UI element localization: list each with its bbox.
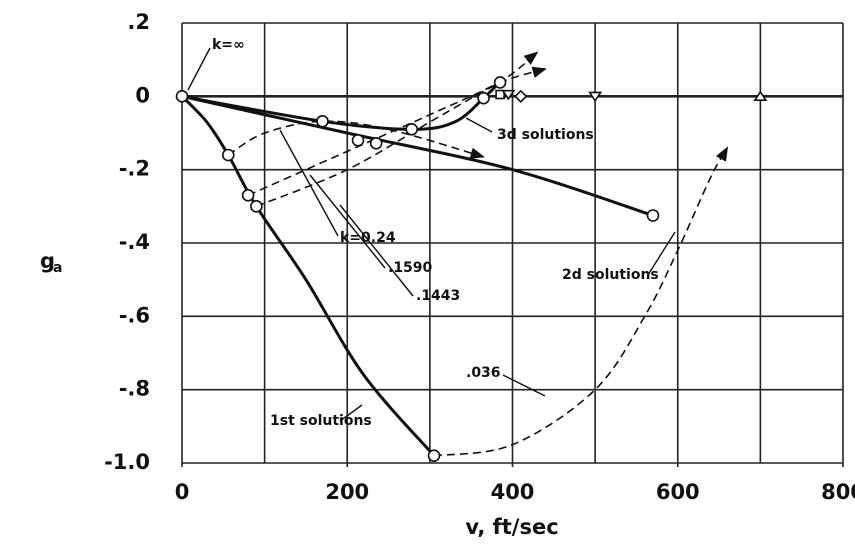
y-tick-label: -.2 <box>119 157 150 181</box>
annotation: 2d solutions <box>562 267 659 283</box>
marker <box>351 134 365 147</box>
marker <box>175 90 189 103</box>
annotation: .1443 <box>416 288 460 304</box>
series-line <box>247 51 539 197</box>
marker <box>221 148 235 162</box>
marker <box>646 209 660 222</box>
marker <box>405 123 418 136</box>
series-line <box>180 95 436 457</box>
marker <box>316 114 329 128</box>
leader-line <box>279 129 339 237</box>
marker <box>369 136 383 150</box>
marker <box>588 91 603 103</box>
leader-line <box>465 117 493 133</box>
marker <box>514 89 528 103</box>
x-axis-label: v, ft/sec <box>465 515 558 539</box>
marker <box>501 89 516 101</box>
x-tick-label: 0 <box>175 480 190 504</box>
series-line <box>256 66 547 208</box>
y-tick-label: -.8 <box>119 377 150 401</box>
leader-line <box>187 47 211 91</box>
marker <box>477 91 490 105</box>
annotation: 1st solutions <box>270 413 372 429</box>
annotation: .036 <box>466 365 501 381</box>
leader-line <box>339 404 363 422</box>
leader-line <box>339 204 414 297</box>
annotation: k=0.24 <box>340 230 396 246</box>
annotation: .1590 <box>388 260 433 276</box>
y-tick-label: 0 <box>135 83 150 107</box>
y-tick-label: -.4 <box>119 230 150 254</box>
marker <box>493 76 507 89</box>
leader-line <box>309 174 386 269</box>
x-tick-label: 200 <box>325 480 369 504</box>
x-tick-label: 400 <box>491 480 535 504</box>
marker <box>495 89 505 100</box>
y-tick-label: .2 <box>127 10 150 34</box>
leader-line <box>502 374 546 397</box>
series-line <box>433 146 729 457</box>
marker <box>241 189 255 202</box>
marker <box>753 90 768 101</box>
x-tick-label: 600 <box>656 480 700 504</box>
marker <box>427 449 441 462</box>
leader-line <box>647 231 676 276</box>
annotation: 3d solutions <box>497 127 594 143</box>
series-line <box>181 94 654 217</box>
y-axis-label-subscript: a <box>53 260 62 276</box>
y-tick-label: -1.0 <box>104 450 150 474</box>
x-tick-label: 800 <box>821 480 855 504</box>
y-tick-label: -.6 <box>119 303 150 327</box>
annotation: k=∞ <box>212 37 245 53</box>
y-axis-label: g <box>40 249 55 273</box>
marker <box>250 200 263 213</box>
